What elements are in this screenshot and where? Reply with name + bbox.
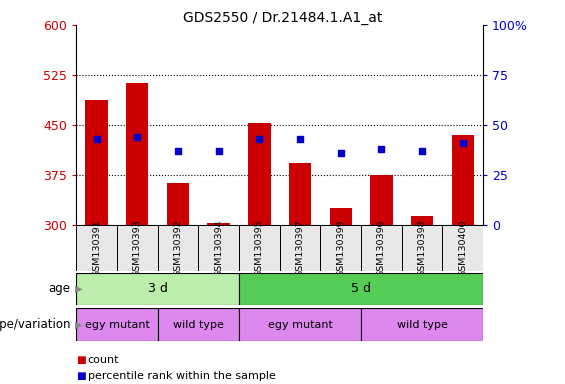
Bar <box>76 308 158 341</box>
Bar <box>126 83 149 225</box>
Bar <box>402 225 442 271</box>
Text: GSM130392: GSM130392 <box>173 219 182 277</box>
Bar <box>248 123 271 225</box>
Bar <box>329 208 352 225</box>
Bar <box>239 225 280 271</box>
Point <box>173 148 182 154</box>
Point <box>377 146 386 152</box>
Point <box>92 136 101 142</box>
Bar <box>289 163 311 225</box>
Bar <box>361 308 483 341</box>
Bar <box>451 135 474 225</box>
Text: genotype/variation: genotype/variation <box>0 318 71 331</box>
Point <box>214 148 223 154</box>
Text: percentile rank within the sample: percentile rank within the sample <box>88 371 276 381</box>
Text: GSM130394: GSM130394 <box>214 219 223 277</box>
Bar <box>76 273 239 305</box>
Point <box>458 140 467 146</box>
Text: count: count <box>88 355 119 365</box>
Point <box>133 134 142 140</box>
Text: 3 d: 3 d <box>147 283 168 295</box>
Bar <box>239 273 483 305</box>
Bar <box>370 175 393 225</box>
Text: GSM130400: GSM130400 <box>458 219 467 277</box>
Text: 5 d: 5 d <box>351 283 371 295</box>
Point <box>295 136 305 142</box>
Bar <box>411 216 433 225</box>
Bar <box>85 100 108 225</box>
Text: GDS2550 / Dr.21484.1.A1_at: GDS2550 / Dr.21484.1.A1_at <box>183 11 382 25</box>
Bar <box>361 225 402 271</box>
Bar <box>76 225 117 271</box>
Text: GSM130395: GSM130395 <box>255 219 264 277</box>
Bar <box>280 225 320 271</box>
Point <box>336 150 345 156</box>
Point <box>418 148 427 154</box>
Bar <box>207 223 230 225</box>
Bar <box>167 184 189 225</box>
Text: GSM130396: GSM130396 <box>377 219 386 277</box>
Bar <box>442 225 483 271</box>
Bar <box>117 225 158 271</box>
Text: egy mutant: egy mutant <box>85 319 149 330</box>
Text: GSM130399: GSM130399 <box>336 219 345 277</box>
Text: GSM130398: GSM130398 <box>418 219 427 277</box>
Bar <box>158 308 239 341</box>
Bar <box>239 308 361 341</box>
Text: age: age <box>49 283 71 295</box>
Text: GSM130391: GSM130391 <box>92 219 101 277</box>
Text: ▶: ▶ <box>75 319 82 330</box>
Point <box>255 136 264 142</box>
Bar <box>198 225 239 271</box>
Text: wild type: wild type <box>173 319 224 330</box>
Text: ■: ■ <box>76 355 86 365</box>
Text: wild type: wild type <box>397 319 447 330</box>
Text: GSM130393: GSM130393 <box>133 219 142 277</box>
Text: ▶: ▶ <box>75 284 82 294</box>
Text: egy mutant: egy mutant <box>268 319 332 330</box>
Bar <box>158 225 198 271</box>
Text: ■: ■ <box>76 371 86 381</box>
Bar <box>320 225 361 271</box>
Text: GSM130397: GSM130397 <box>295 219 305 277</box>
